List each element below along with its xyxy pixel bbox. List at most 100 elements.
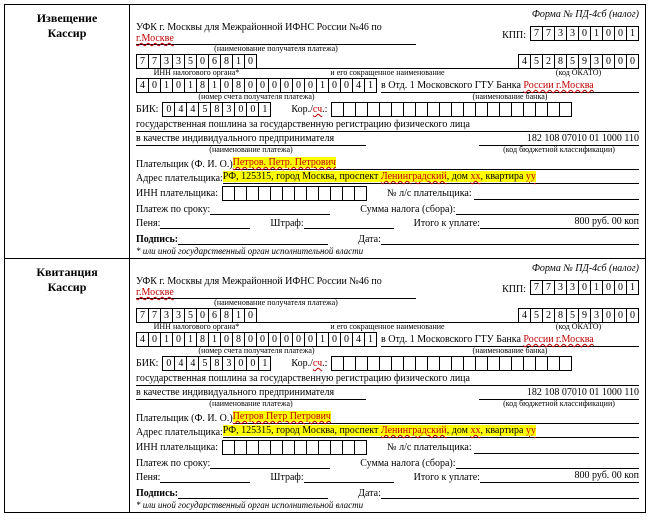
box-cell: 8 bbox=[210, 356, 222, 371]
box-cell: 3 bbox=[172, 54, 184, 69]
box-cell: 0 bbox=[244, 308, 257, 323]
box-cell bbox=[415, 102, 427, 117]
box-cell: 5 bbox=[566, 54, 578, 69]
box-cell: 7 bbox=[542, 26, 554, 41]
box-cell: 7 bbox=[136, 308, 148, 323]
box-row bbox=[331, 102, 572, 117]
box-cell: 4 bbox=[174, 102, 186, 117]
box-cell: 7 bbox=[136, 54, 148, 69]
box-cell bbox=[487, 356, 499, 371]
box-cell bbox=[415, 356, 427, 371]
section: Квитанция Кассир Форма № ПД-4сб (налог) … bbox=[5, 259, 645, 512]
itogo-value: 800 руб. 00 коп bbox=[480, 216, 639, 229]
account-sublabel: (номер счета получателя платежа) bbox=[136, 92, 377, 101]
box-cell: 0 bbox=[246, 356, 258, 371]
box-row bbox=[222, 440, 367, 455]
box-cell: 9 bbox=[578, 54, 590, 69]
box-cell bbox=[523, 356, 535, 371]
box-cell: 0 bbox=[626, 308, 639, 323]
payer-value: Петров Петр Петрович bbox=[233, 411, 639, 424]
box-cell: 0 bbox=[292, 332, 304, 347]
box-cell bbox=[379, 102, 391, 117]
srok-label: Платеж по сроку: bbox=[136, 458, 210, 469]
box-cell: 1 bbox=[258, 356, 271, 371]
box-cell: 3 bbox=[222, 356, 234, 371]
box-cell bbox=[331, 102, 343, 117]
section: Извещение Кассир Форма № ПД-4сб (налог) … bbox=[5, 5, 645, 259]
box-cell: 0 bbox=[602, 26, 614, 41]
tax-label: Сумма налога (сбора): bbox=[360, 458, 455, 469]
box-cell: 1 bbox=[232, 54, 244, 69]
bik-label: БИК: bbox=[136, 358, 158, 369]
box-cell: 3 bbox=[222, 102, 234, 117]
box-cell bbox=[367, 102, 379, 117]
address-value: РФ, 125315, город Москва, проспект Ленин… bbox=[223, 425, 639, 438]
box-cell: 0 bbox=[148, 78, 160, 93]
box-cell: 4 bbox=[352, 78, 364, 93]
box-cell: 0 bbox=[602, 308, 614, 323]
box-cell: 1 bbox=[626, 280, 639, 295]
box-cell: 0 bbox=[220, 78, 232, 93]
box-cell: 0 bbox=[292, 78, 304, 93]
kpp-label: КПП: bbox=[502, 30, 526, 41]
box-cell: 0 bbox=[602, 54, 614, 69]
box-cell bbox=[535, 356, 547, 371]
box-cell: 5 bbox=[198, 102, 210, 117]
ls-label: № л/с плательщика: bbox=[387, 442, 472, 453]
box-cell bbox=[427, 356, 439, 371]
box-cell: 0 bbox=[578, 26, 590, 41]
box-cell: 0 bbox=[246, 102, 258, 117]
purpose-sublabel: (наименование платежа) bbox=[136, 399, 366, 408]
section-title-2: Кассир bbox=[7, 26, 127, 41]
box-cell: 4 bbox=[136, 78, 148, 93]
sign-value bbox=[178, 232, 328, 245]
box-cell bbox=[451, 356, 463, 371]
recipient-line: УФК г. Москвы для Межрайонной ИФНС Росси… bbox=[136, 276, 416, 299]
ls-value bbox=[474, 441, 639, 454]
box-cell bbox=[451, 102, 463, 117]
box-row: 7733506810 bbox=[136, 54, 257, 69]
box-cell bbox=[270, 440, 282, 455]
box-cell: 8 bbox=[196, 332, 208, 347]
box-cell bbox=[342, 186, 354, 201]
section-title-1: Извещение bbox=[7, 11, 127, 26]
recipient-sublabel: (наименование получателя платежа) bbox=[136, 298, 416, 307]
short-name-sublabel: и его сокращенное наименование bbox=[257, 68, 518, 77]
box-cell: 3 bbox=[590, 308, 602, 323]
box-row: 044583001 bbox=[162, 356, 271, 371]
box-cell bbox=[331, 356, 343, 371]
footnote: * или иной государственный орган исполни… bbox=[136, 246, 639, 256]
form-container: Извещение Кассир Форма № ПД-4сб (налог) … bbox=[4, 4, 646, 513]
box-cell bbox=[246, 186, 258, 201]
box-cell bbox=[499, 356, 511, 371]
box-cell bbox=[234, 186, 246, 201]
box-cell: 0 bbox=[614, 54, 626, 69]
box-cell: 6 bbox=[208, 54, 220, 69]
box-cell: 0 bbox=[340, 332, 352, 347]
box-row bbox=[222, 186, 367, 201]
box-cell: 7 bbox=[530, 280, 542, 295]
sign-label: Подпись: bbox=[136, 488, 178, 499]
date-value bbox=[381, 232, 639, 245]
box-cell: 1 bbox=[232, 308, 244, 323]
box-cell: 2 bbox=[542, 308, 554, 323]
date-label: Дата: bbox=[358, 488, 381, 499]
box-cell bbox=[391, 102, 403, 117]
kor-label: Кор./сч.: bbox=[291, 104, 327, 115]
box-cell: 1 bbox=[160, 78, 172, 93]
box-cell bbox=[403, 356, 415, 371]
box-cell bbox=[222, 186, 234, 201]
kpp-label: КПП: bbox=[502, 284, 526, 295]
box-cell bbox=[258, 186, 270, 201]
box-cell: 0 bbox=[328, 332, 340, 347]
box-cell: 0 bbox=[172, 332, 184, 347]
tax-label: Сумма налога (сбора): bbox=[360, 204, 455, 215]
box-cell bbox=[234, 440, 246, 455]
box-cell: 0 bbox=[614, 280, 626, 295]
box-cell bbox=[487, 102, 499, 117]
box-cell: 1 bbox=[590, 280, 602, 295]
sign-label: Подпись: bbox=[136, 234, 178, 245]
box-cell bbox=[379, 356, 391, 371]
penya-value bbox=[160, 470, 250, 483]
box-cell: 3 bbox=[160, 54, 172, 69]
